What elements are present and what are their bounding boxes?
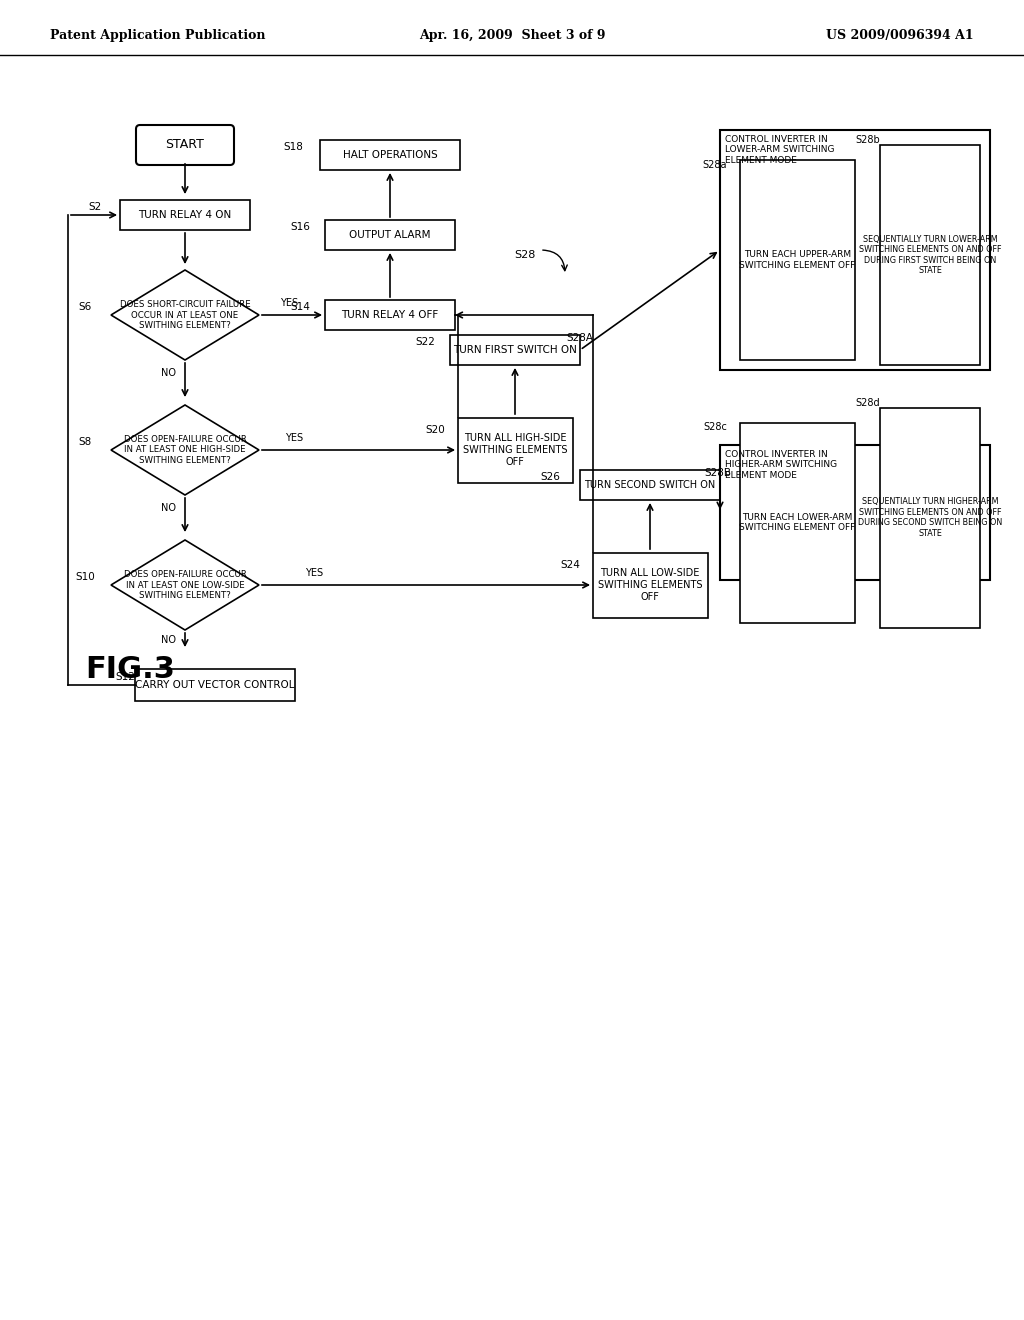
Text: S22: S22 (415, 337, 435, 347)
Text: TURN FIRST SWITCH ON: TURN FIRST SWITCH ON (453, 345, 577, 355)
Text: S28d: S28d (856, 397, 881, 408)
Bar (740, 160, 855, 360)
Text: NO: NO (161, 368, 175, 378)
Text: DOES SHORT-CIRCUIT FAILURE
OCCUR IN AT LEAST ONE
SWITHING ELEMENT?: DOES SHORT-CIRCUIT FAILURE OCCUR IN AT L… (120, 300, 251, 330)
Text: SEQUENTIALLY TURN LOWER-ARM
SWITCHING ELEMENTS ON AND OFF
DURING FIRST SWITCH BE: SEQUENTIALLY TURN LOWER-ARM SWITCHING EL… (859, 235, 1001, 275)
Text: HALT OPERATIONS: HALT OPERATIONS (343, 150, 437, 160)
Text: S28B: S28B (705, 469, 731, 478)
Text: S28: S28 (514, 249, 536, 260)
Polygon shape (111, 540, 259, 630)
Text: S26: S26 (540, 473, 560, 482)
Text: Patent Application Publication: Patent Application Publication (50, 29, 265, 41)
Text: START: START (166, 139, 205, 152)
Text: Apr. 16, 2009  Sheet 3 of 9: Apr. 16, 2009 Sheet 3 of 9 (419, 29, 605, 41)
Text: DOES OPEN-FAILURE OCCUR
IN AT LEAST ONE LOW-SIDE
SWITHING ELEMENT?: DOES OPEN-FAILURE OCCUR IN AT LEAST ONE … (124, 570, 247, 599)
Bar (450, 335, 580, 366)
Text: S28b: S28b (856, 135, 881, 145)
Bar (135, 669, 295, 701)
Text: CARRY OUT VECTOR CONTROL: CARRY OUT VECTOR CONTROL (135, 680, 295, 690)
Text: TURN RELAY 4 ON: TURN RELAY 4 ON (138, 210, 231, 220)
Text: FIG.3: FIG.3 (85, 656, 175, 685)
Text: DOES OPEN-FAILURE OCCUR
IN AT LEAST ONE HIGH-SIDE
SWITHING ELEMENT?: DOES OPEN-FAILURE OCCUR IN AT LEAST ONE … (124, 436, 247, 465)
Bar (720, 129, 990, 370)
Text: YES: YES (305, 568, 323, 578)
Text: OUTPUT ALARM: OUTPUT ALARM (349, 230, 431, 240)
Text: S18: S18 (283, 143, 303, 152)
Text: CONTROL INVERTER IN
LOWER-ARM SWITCHING
ELEMENT MODE: CONTROL INVERTER IN LOWER-ARM SWITCHING … (725, 135, 835, 165)
Text: S16: S16 (290, 222, 310, 232)
Polygon shape (111, 271, 259, 360)
Bar (593, 553, 708, 618)
Bar (325, 220, 455, 249)
Bar (720, 445, 990, 579)
Text: NO: NO (161, 503, 175, 513)
Polygon shape (111, 405, 259, 495)
Bar (880, 145, 980, 366)
Bar (319, 140, 460, 170)
Text: S24: S24 (560, 560, 580, 570)
Text: TURN EACH UPPER-ARM
SWITCHING ELEMENT OFF: TURN EACH UPPER-ARM SWITCHING ELEMENT OF… (739, 251, 856, 269)
Text: TURN ALL HIGH-SIDE
SWITHING ELEMENTS
OFF: TURN ALL HIGH-SIDE SWITHING ELEMENTS OFF (463, 433, 567, 466)
Text: US 2009/0096394 A1: US 2009/0096394 A1 (826, 29, 974, 41)
Text: TURN SECOND SWITCH ON: TURN SECOND SWITCH ON (585, 480, 716, 490)
Text: TURN EACH LOWER-ARM
SWITCHING ELEMENT OFF: TURN EACH LOWER-ARM SWITCHING ELEMENT OF… (739, 512, 856, 532)
Bar (458, 417, 572, 483)
Text: S12: S12 (115, 672, 135, 682)
Text: S8: S8 (79, 437, 91, 447)
Text: YES: YES (285, 433, 303, 444)
Bar (580, 470, 720, 500)
Bar (880, 408, 980, 627)
Text: NO: NO (161, 635, 175, 645)
FancyBboxPatch shape (136, 125, 234, 165)
Text: S28A: S28A (566, 333, 594, 343)
Text: S28a: S28a (702, 160, 727, 170)
Text: TURN RELAY 4 OFF: TURN RELAY 4 OFF (341, 310, 438, 319)
Text: S14: S14 (290, 302, 310, 312)
Text: CONTROL INVERTER IN
HIGHER-ARM SWITCHING
ELEMENT MODE: CONTROL INVERTER IN HIGHER-ARM SWITCHING… (725, 450, 838, 479)
Text: SEQUENTIALLY TURN HIGHER-ARM
SWITCHING ELEMENTS ON AND OFF
DURING SECOND SWITCH : SEQUENTIALLY TURN HIGHER-ARM SWITCHING E… (858, 498, 1002, 537)
Text: S28c: S28c (703, 422, 727, 433)
Text: S6: S6 (79, 302, 91, 312)
Bar (740, 422, 855, 623)
Text: S10: S10 (75, 572, 95, 582)
Bar (325, 300, 455, 330)
Text: S20: S20 (425, 425, 444, 436)
Text: S2: S2 (88, 202, 101, 213)
Bar (120, 201, 250, 230)
Text: YES: YES (280, 298, 298, 308)
Text: TURN ALL LOW-SIDE
SWITHING ELEMENTS
OFF: TURN ALL LOW-SIDE SWITHING ELEMENTS OFF (598, 569, 702, 602)
